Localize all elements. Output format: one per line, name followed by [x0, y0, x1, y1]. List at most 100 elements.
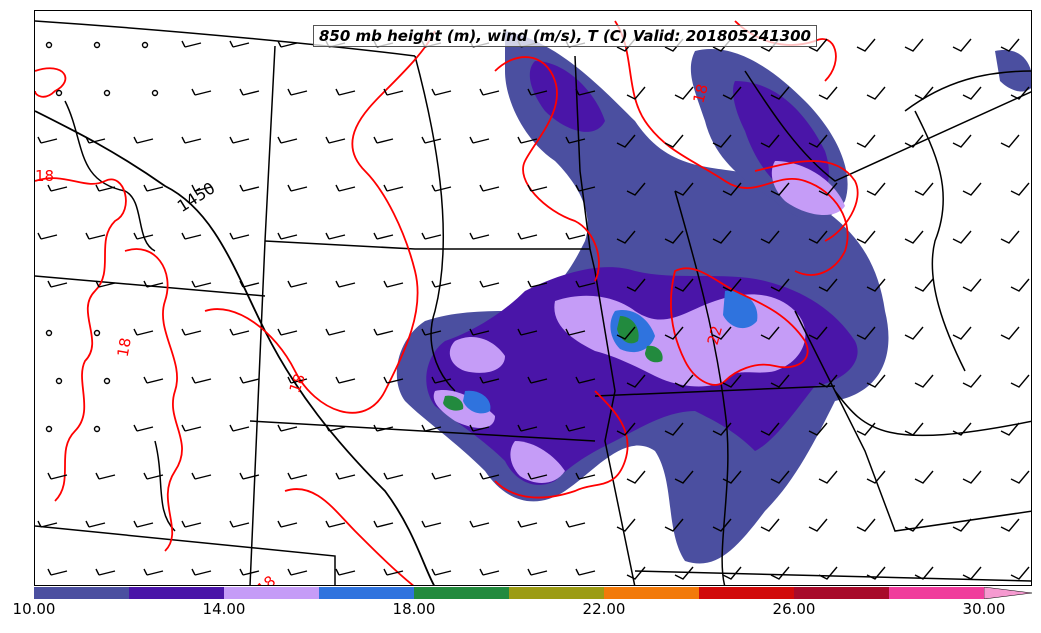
wind-barb: [325, 232, 346, 240]
wind-barb: [818, 374, 838, 388]
wind-barb: [383, 184, 404, 192]
wind-barb: [712, 134, 732, 148]
wind-barb: [866, 278, 886, 292]
colorbar-extension: [984, 587, 1033, 599]
wind-barb: [431, 568, 452, 576]
shaded-region-green: [617, 316, 639, 344]
wind-barb: [47, 568, 68, 576]
wind-barb: [143, 472, 164, 480]
boundary-line: [249, 45, 276, 585]
wind-barb: [47, 472, 68, 480]
wind-barb: [421, 424, 442, 432]
wind-barb: [808, 422, 828, 436]
wind-barb: [47, 184, 68, 192]
temperature-contour-label: 18: [114, 336, 135, 358]
temperature-contour-label: 18: [253, 572, 279, 586]
wind-barb: [575, 472, 596, 480]
wind-barb: [770, 182, 790, 196]
wind-barb: [1000, 326, 1020, 340]
wind-barb: [373, 520, 394, 528]
temperature-contour-label: 18: [286, 371, 309, 395]
wind-barb: [133, 424, 154, 432]
wind-barb: [479, 376, 500, 384]
wind-barb: [383, 280, 404, 288]
wind-barb: [904, 230, 924, 244]
wind-barb: [856, 230, 876, 244]
wind-barb: [133, 328, 154, 336]
wind-barb: [866, 86, 886, 100]
calm-wind-circle: [93, 425, 101, 433]
wind-barb: [1010, 470, 1030, 484]
calm-wind-circle: [45, 41, 53, 49]
wind-barb: [770, 374, 790, 388]
wind-barb: [37, 232, 58, 240]
wind-barb: [95, 280, 116, 288]
wind-barb: [808, 230, 828, 244]
wind-barb: [191, 184, 212, 192]
wind-barb: [914, 86, 934, 100]
wind-barb: [722, 374, 742, 388]
wind-barb: [191, 88, 212, 96]
temperature-contour-label: 18: [35, 167, 54, 185]
temperature-contour: [284, 488, 414, 585]
wind-barb: [421, 520, 442, 528]
wind-barb: [856, 134, 876, 148]
wind-barb: [770, 566, 790, 580]
wind-barb: [191, 376, 212, 384]
wind-barb: [952, 326, 972, 340]
wind-barb: [229, 40, 250, 48]
wind-barb: [335, 184, 356, 192]
wind-barb: [239, 184, 260, 192]
colorbar-segment: [224, 587, 320, 599]
shaded-field: [396, 31, 1031, 564]
wind-barb: [674, 566, 694, 580]
wind-barb: [856, 518, 876, 532]
wind-barb: [527, 280, 548, 288]
temperature-contour: [494, 390, 629, 499]
wind-barb: [229, 520, 250, 528]
wind-barb: [469, 328, 490, 336]
wind-barb: [85, 520, 106, 528]
wind-barb: [770, 86, 790, 100]
wind-barb: [962, 566, 982, 580]
wind-barb: [287, 184, 308, 192]
wind-barb: [373, 328, 394, 336]
calm-wind-circle: [141, 41, 149, 49]
wind-barb: [181, 424, 202, 432]
map-canvas: 1450 18 18 18 18 22 18: [35, 20, 1031, 586]
wind-barb: [287, 376, 308, 384]
wind-barb: [277, 424, 298, 432]
wind-barb: [229, 424, 250, 432]
wind-barb: [421, 136, 442, 144]
temperature-contour: [494, 56, 600, 282]
wind-barb: [191, 472, 212, 480]
wind-barb: [469, 232, 490, 240]
wind-barb: [760, 326, 780, 340]
calm-wind-circle: [45, 425, 53, 433]
wind-barb: [575, 280, 596, 288]
colorbar-segment: [34, 587, 130, 599]
wind-barb: [277, 232, 298, 240]
wind-barb: [181, 328, 202, 336]
colorbar-segment: [509, 587, 605, 599]
wind-barb: [722, 182, 742, 196]
wind-barb: [421, 328, 442, 336]
wind-barb: [962, 86, 982, 100]
colorbar-segment: [889, 587, 985, 599]
wind-barb: [952, 38, 972, 52]
wind-barb: [431, 472, 452, 480]
wind-barb: [575, 376, 596, 384]
wind-barb: [191, 568, 212, 576]
wind-barb: [616, 230, 636, 244]
map-title: 850 mb height (m), wind (m/s), T (C) Val…: [313, 25, 817, 47]
wind-barb: [527, 376, 548, 384]
wind-barb: [674, 470, 694, 484]
wind-barb: [818, 86, 838, 100]
temperature-contour: [669, 267, 809, 386]
wind-barb: [664, 134, 684, 148]
wind-barb: [527, 472, 548, 480]
wind-barb: [664, 422, 684, 436]
wind-barb: [818, 182, 838, 196]
wind-barb: [95, 184, 116, 192]
wind-barb: [421, 232, 442, 240]
